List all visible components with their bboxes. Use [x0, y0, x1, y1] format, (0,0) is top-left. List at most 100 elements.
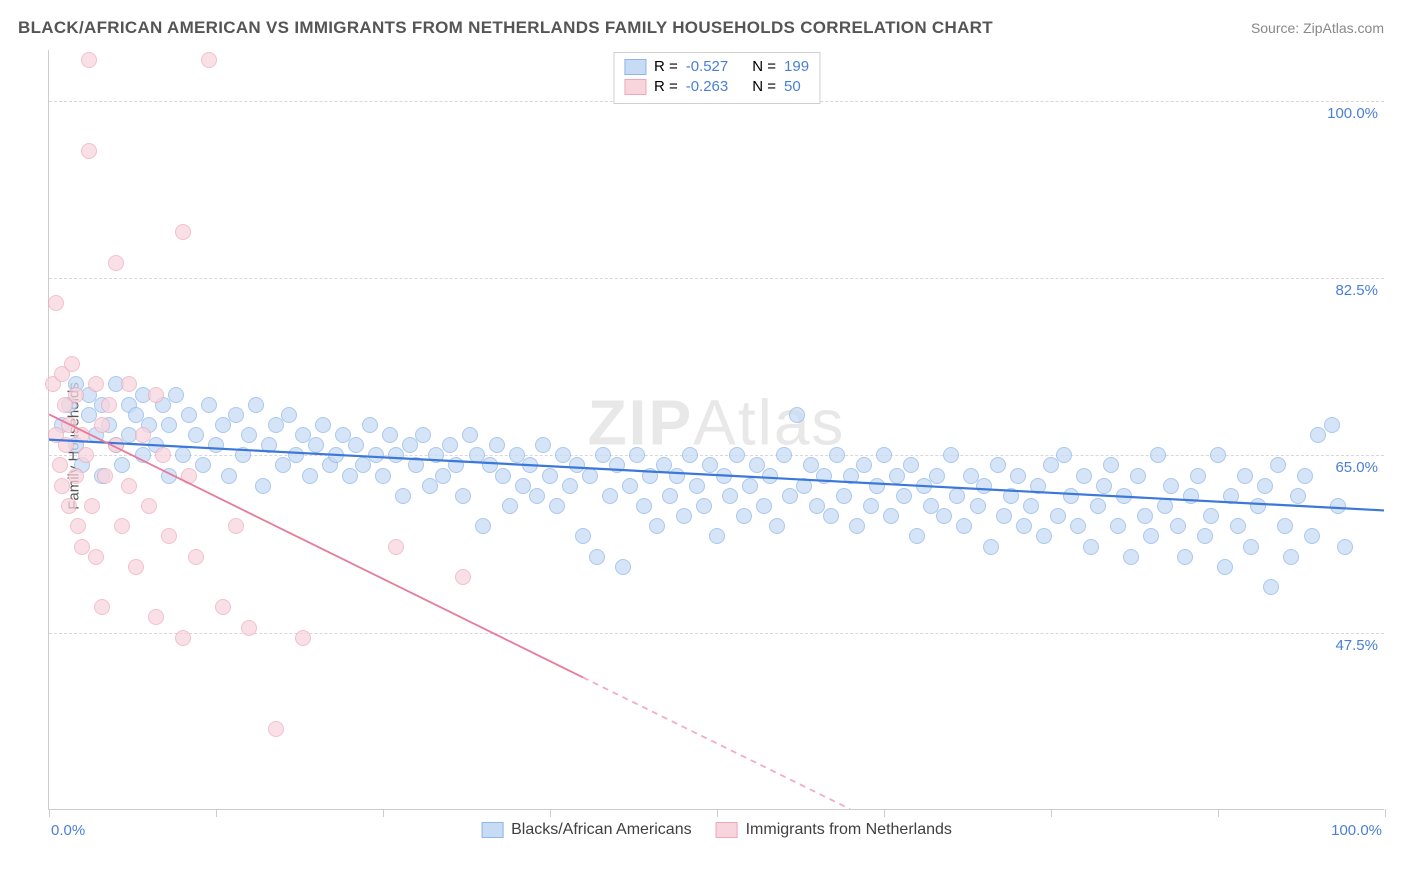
data-point — [281, 407, 297, 423]
data-point — [489, 437, 505, 453]
data-point — [1263, 579, 1279, 595]
x-tick-label: 100.0% — [1331, 822, 1382, 839]
data-point — [215, 599, 231, 615]
data-point — [849, 518, 865, 534]
x-tick — [383, 809, 384, 817]
data-point — [589, 549, 605, 565]
data-point — [241, 620, 257, 636]
x-tick — [216, 809, 217, 817]
data-point — [562, 478, 578, 494]
data-point — [455, 569, 471, 585]
data-point — [228, 518, 244, 534]
data-point — [682, 447, 698, 463]
data-point — [268, 721, 284, 737]
data-point — [52, 457, 68, 473]
legend-swatch-1 — [624, 59, 646, 75]
data-point — [909, 528, 925, 544]
data-point — [215, 417, 231, 433]
data-point — [302, 468, 318, 484]
x-tick — [49, 809, 50, 817]
data-point — [355, 457, 371, 473]
x-tick — [717, 809, 718, 817]
data-point — [929, 468, 945, 484]
data-point — [1197, 528, 1213, 544]
data-point — [275, 457, 291, 473]
data-point — [1043, 457, 1059, 473]
data-point — [121, 376, 137, 392]
data-point — [522, 457, 538, 473]
data-point — [181, 468, 197, 484]
data-point — [1330, 498, 1346, 514]
data-point — [64, 356, 80, 372]
data-point — [816, 468, 832, 484]
data-point — [228, 407, 244, 423]
data-point — [328, 447, 344, 463]
data-point — [729, 447, 745, 463]
data-point — [1036, 528, 1052, 544]
data-point — [649, 518, 665, 534]
x-tick — [550, 809, 551, 817]
data-point — [903, 457, 919, 473]
data-point — [155, 447, 171, 463]
data-point — [843, 468, 859, 484]
data-point — [1297, 468, 1313, 484]
data-point — [295, 630, 311, 646]
legend-item-1: Blacks/African Americans — [481, 821, 692, 839]
x-tick — [1385, 809, 1386, 817]
n-value-1: 199 — [784, 57, 809, 77]
data-point — [248, 397, 264, 413]
data-point — [1337, 539, 1353, 555]
data-point — [1203, 508, 1219, 524]
data-point — [636, 498, 652, 514]
data-point — [48, 295, 64, 311]
data-point — [1023, 498, 1039, 514]
data-point — [776, 447, 792, 463]
data-point — [442, 437, 458, 453]
data-point — [662, 488, 678, 504]
data-point — [609, 457, 625, 473]
x-tick — [884, 809, 885, 817]
data-point — [936, 508, 952, 524]
data-point — [836, 488, 852, 504]
data-point — [622, 478, 638, 494]
legend-swatch-2 — [624, 79, 646, 95]
data-point — [61, 498, 77, 514]
data-point — [1170, 518, 1186, 534]
data-point — [1223, 488, 1239, 504]
data-point — [68, 387, 84, 403]
x-tick — [1218, 809, 1219, 817]
legend-swatch-bottom-2 — [716, 822, 738, 838]
data-point — [1283, 549, 1299, 565]
data-point — [789, 407, 805, 423]
data-point — [1270, 457, 1286, 473]
data-point — [241, 427, 257, 443]
data-point — [1103, 457, 1119, 473]
data-point — [201, 52, 217, 68]
data-point — [195, 457, 211, 473]
data-point — [435, 468, 451, 484]
data-point — [629, 447, 645, 463]
data-point — [114, 518, 130, 534]
data-point — [1030, 478, 1046, 494]
data-point — [1143, 528, 1159, 544]
data-point — [762, 468, 778, 484]
data-point — [1137, 508, 1153, 524]
data-point — [388, 447, 404, 463]
data-point — [1130, 468, 1146, 484]
data-point — [983, 539, 999, 555]
data-point — [823, 508, 839, 524]
data-point — [916, 478, 932, 494]
data-point — [97, 468, 113, 484]
data-point — [348, 437, 364, 453]
data-point — [676, 508, 692, 524]
data-point — [94, 599, 110, 615]
data-point — [70, 518, 86, 534]
series-2-name: Immigrants from Netherlands — [746, 821, 952, 839]
data-point — [201, 397, 217, 413]
data-point — [268, 417, 284, 433]
data-point — [261, 437, 277, 453]
data-point — [114, 457, 130, 473]
data-point — [1210, 447, 1226, 463]
data-point — [255, 478, 271, 494]
data-point — [235, 447, 251, 463]
